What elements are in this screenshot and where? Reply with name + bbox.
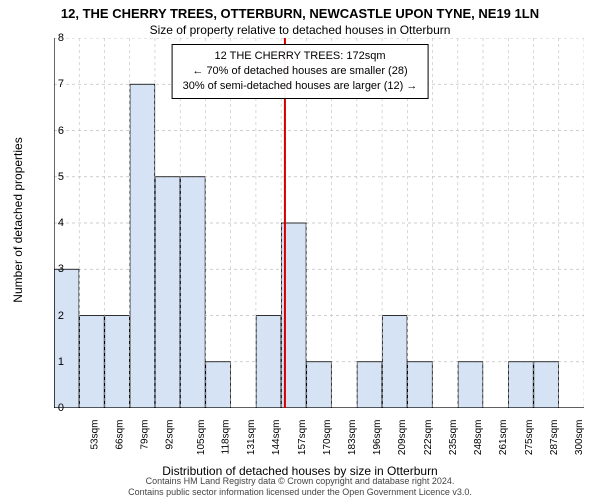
x-tick: 183sqm bbox=[347, 420, 358, 456]
y-tick: 1 bbox=[44, 356, 64, 368]
x-tick: 248sqm bbox=[473, 420, 484, 456]
y-tick: 0 bbox=[44, 402, 64, 414]
info-line-3: 30% of semi-detached houses are larger (… bbox=[183, 79, 418, 94]
x-tick: 144sqm bbox=[271, 420, 282, 456]
page-title: 12, THE CHERRY TREES, OTTERBURN, NEWCAST… bbox=[0, 0, 600, 21]
x-tick: 235sqm bbox=[448, 420, 459, 456]
page-subtitle: Size of property relative to detached ho… bbox=[0, 21, 600, 37]
y-tick: 6 bbox=[44, 125, 64, 137]
x-tick: 79sqm bbox=[140, 420, 151, 450]
y-tick: 7 bbox=[44, 78, 64, 90]
x-tick: 261sqm bbox=[499, 420, 510, 456]
x-tick: 209sqm bbox=[398, 420, 409, 456]
info-box: 12 THE CHERRY TREES: 172sqm ← 70% of det… bbox=[172, 44, 429, 99]
footer-line-1: Contains HM Land Registry data © Crown c… bbox=[0, 476, 600, 487]
y-tick: 2 bbox=[44, 310, 64, 322]
x-tick: 105sqm bbox=[196, 420, 207, 456]
y-tick: 5 bbox=[44, 171, 64, 183]
x-tick: 131sqm bbox=[246, 420, 257, 456]
y-tick: 4 bbox=[44, 217, 64, 229]
y-tick: 3 bbox=[44, 263, 64, 275]
x-tick: 222sqm bbox=[423, 420, 434, 456]
x-tick: 287sqm bbox=[549, 420, 560, 456]
x-tick: 300sqm bbox=[574, 420, 585, 456]
x-tick: 196sqm bbox=[372, 420, 383, 456]
info-line-1: 12 THE CHERRY TREES: 172sqm bbox=[183, 49, 418, 64]
footer-line-2: Contains public sector information licen… bbox=[0, 487, 600, 498]
y-axis-label: Number of detached properties bbox=[11, 137, 25, 302]
x-tick: 275sqm bbox=[524, 420, 535, 456]
x-tick: 157sqm bbox=[297, 420, 308, 456]
x-tick: 66sqm bbox=[114, 420, 125, 450]
x-tick: 92sqm bbox=[165, 420, 176, 450]
y-tick: 8 bbox=[44, 32, 64, 44]
x-tick: 170sqm bbox=[322, 420, 333, 456]
x-tick: 53sqm bbox=[89, 420, 100, 450]
info-line-2: ← 70% of detached houses are smaller (28… bbox=[183, 64, 418, 79]
x-tick: 118sqm bbox=[220, 420, 231, 455]
footer: Contains HM Land Registry data © Crown c… bbox=[0, 476, 600, 499]
